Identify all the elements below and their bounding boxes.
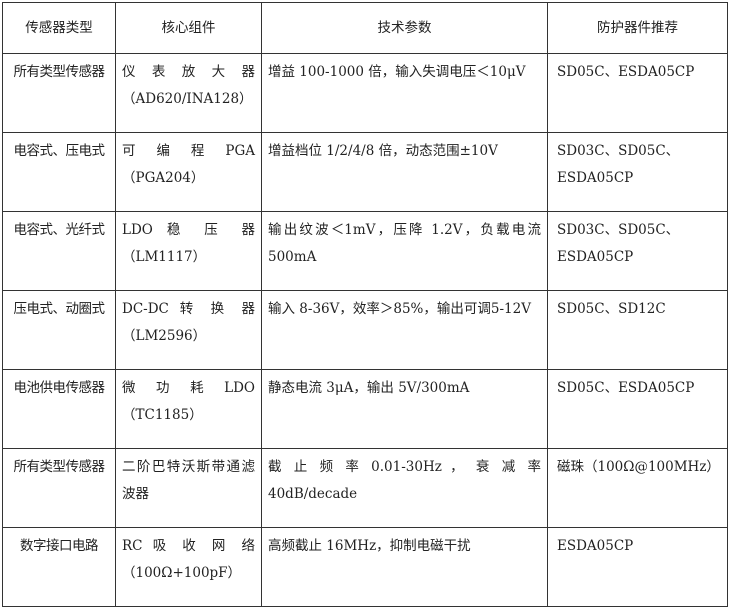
tech-params-cell: 截 止 频 率 0.01-30Hz ， 衰 减 率40dB/decade: [261, 448, 548, 528]
tech-params-cell: 输出纹波＜1mV，压降 1.2V，负载电流 500mA: [261, 211, 548, 291]
header-sensor-type: 传感器类型: [2, 2, 116, 54]
core-component-cell: 二阶巴特沃斯带通滤波器: [115, 448, 262, 528]
protection-cell: SD05C、SD12C: [547, 290, 728, 370]
tech-params-cell: 高频截止 16MHz，抑制电磁干扰: [261, 527, 548, 607]
core-component-cell: 微 功 耗 LDO（TC1185）: [115, 369, 262, 449]
header-tech-params: 技术参数: [261, 2, 548, 54]
table-row: 所有类型传感器仪 表 放 大 器（AD620/INA128） 增益 100-100…: [2, 53, 728, 133]
protection-cell: SD05C、ESDA05CP: [547, 53, 728, 133]
tech-params-cell: 静态电流 3μA，输出 5V/300mA: [261, 369, 548, 449]
sensor-type-cell: 电容式、光纤式: [2, 211, 116, 291]
protection-cell: SD03C、SD05C、ESDA05CP: [547, 132, 728, 212]
table-row: 所有类型传感器 二阶巴特沃斯带通滤波器截 止 频 率 0.01-30Hz ， 衰 …: [2, 448, 728, 528]
sensor-type-cell: 压电式、动圈式: [2, 290, 116, 370]
sensor-type-cell: 电容式、压电式: [2, 132, 116, 212]
table-row: 压电式、动圈式 DC-DC 转 换 器（LM2596） 输入 8-36V，效率＞85…: [2, 290, 728, 370]
table-row: 电容式、压电式可 编 程 PGA（PGA204） 增益档位 1/2/4/8 倍，动…: [2, 132, 728, 212]
core-component-cell: RC 吸 收 网 络（100Ω+100pF）: [115, 527, 262, 607]
tech-params-cell: 增益档位 1/2/4/8 倍，动态范围±10V: [261, 132, 548, 212]
core-component-cell: 仪 表 放 大 器（AD620/INA128）: [115, 53, 262, 133]
table-row: 电容式、光纤式 LDO 稳 压 器（LM1117） 输出纹波＜1mV，压降 1.2V…: [2, 211, 728, 291]
header-row: 传感器类型 核心组件 技术参数 防护器件推荐: [2, 2, 728, 54]
protection-cell: SD05C、ESDA05CP: [547, 369, 728, 449]
sensor-type-cell: 数字接口电路: [2, 527, 116, 607]
header-core-component: 核心组件: [115, 2, 262, 54]
protection-cell: ESDA05CP: [547, 527, 728, 607]
sensor-type-cell: 电池供电传感器: [2, 369, 116, 449]
protection-cell: 磁珠（100Ω@100MHz）: [547, 448, 728, 528]
core-component-cell: LDO 稳 压 器（LM1117）: [115, 211, 262, 291]
core-component-cell: DC-DC 转 换 器（LM2596）: [115, 290, 262, 370]
table-row: 电池供电传感器微 功 耗 LDO（TC1185） 静态电流 3μA，输出 5V/3…: [2, 369, 728, 449]
tech-params-cell: 输入 8-36V，效率＞85%，输出可调5-12V: [261, 290, 548, 370]
core-component-cell: 可 编 程 PGA（PGA204）: [115, 132, 262, 212]
sensor-type-cell: 所有类型传感器: [2, 448, 116, 528]
table-row: 数字接口电路 RC 吸 收 网 络（100Ω+100pF） 高频截止 16MHz，抑…: [2, 527, 728, 607]
tech-params-cell: 增益 100-1000 倍，输入失调电压＜10μV: [261, 53, 548, 133]
header-protection: 防护器件推荐: [547, 2, 728, 54]
protection-cell: SD03C、SD05C、ESDA05CP: [547, 211, 728, 291]
sensor-type-cell: 所有类型传感器: [2, 53, 116, 133]
